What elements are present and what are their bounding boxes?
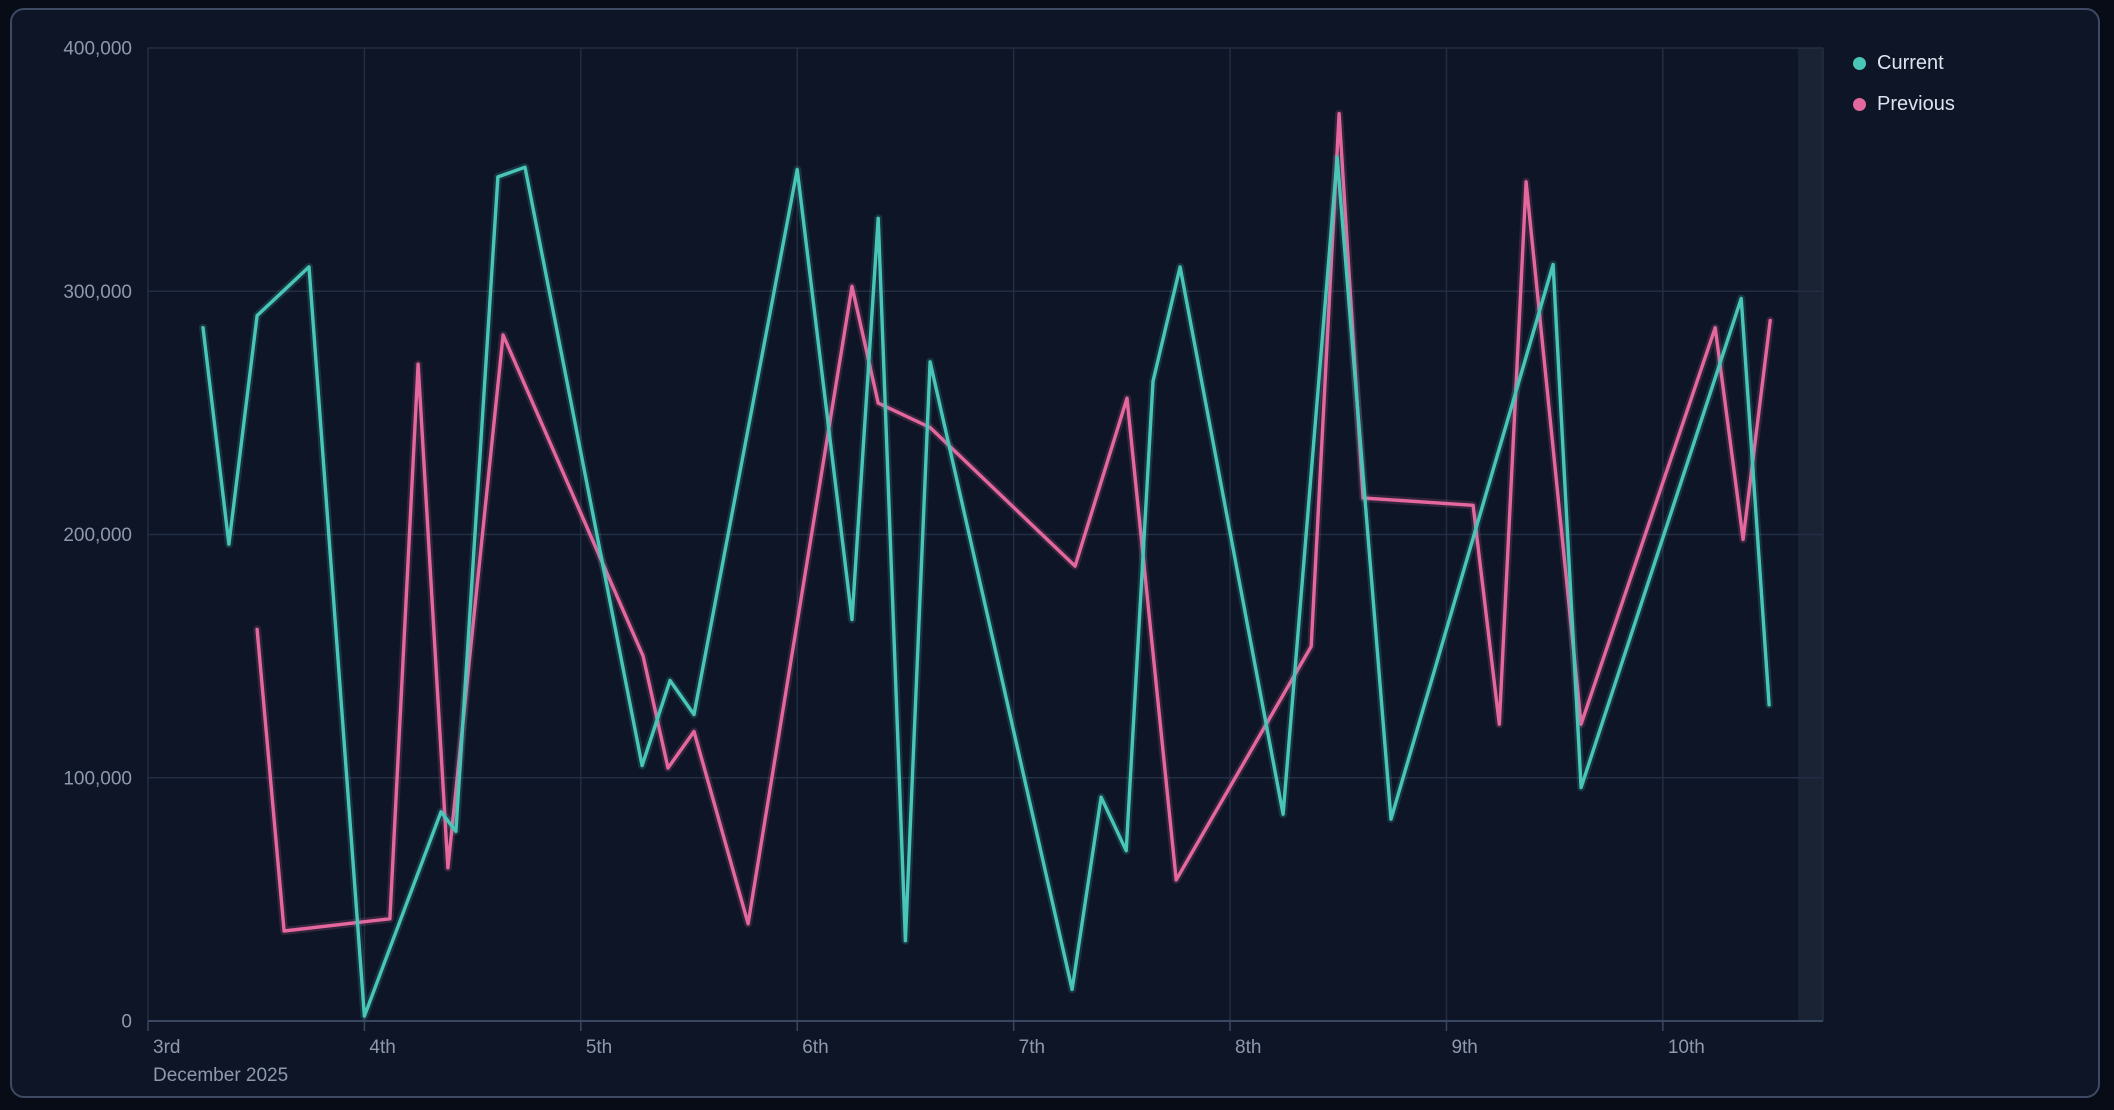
x-tick-label: 4th (369, 1037, 395, 1058)
series-line-previous[interactable] (255, 112, 1772, 933)
x-tick-label: 7th (1019, 1037, 1045, 1058)
legend-item-current[interactable]: Current (1853, 51, 1955, 75)
y-tick-label: 300,000 (63, 282, 132, 303)
legend-dot-previous-icon (1853, 97, 1866, 111)
x-tick-label: 10th (1668, 1037, 1705, 1058)
y-tick-label: 100,000 (63, 768, 132, 789)
chart-legend: Current Previous (1853, 51, 1955, 116)
legend-label-previous: Previous (1877, 93, 1955, 115)
x-tick-label: 5th (586, 1037, 612, 1058)
x-tick-label: 8th (1235, 1037, 1261, 1058)
y-tick-label: 400,000 (63, 39, 132, 60)
y-tick-label: 200,000 (63, 525, 132, 546)
x-tick-label: 3rd (153, 1037, 180, 1058)
x-axis-month-label: December 2025 (153, 1065, 288, 1086)
legend-dot-current-icon (1853, 56, 1866, 70)
y-tick-label: 0 (121, 1012, 132, 1033)
x-tick-label: 6th (802, 1037, 828, 1058)
legend-item-previous[interactable]: Previous (1853, 92, 1955, 116)
x-tick-label: 9th (1451, 1037, 1477, 1058)
series-line-current[interactable] (201, 155, 1771, 1018)
legend-label-current: Current (1877, 52, 1944, 74)
